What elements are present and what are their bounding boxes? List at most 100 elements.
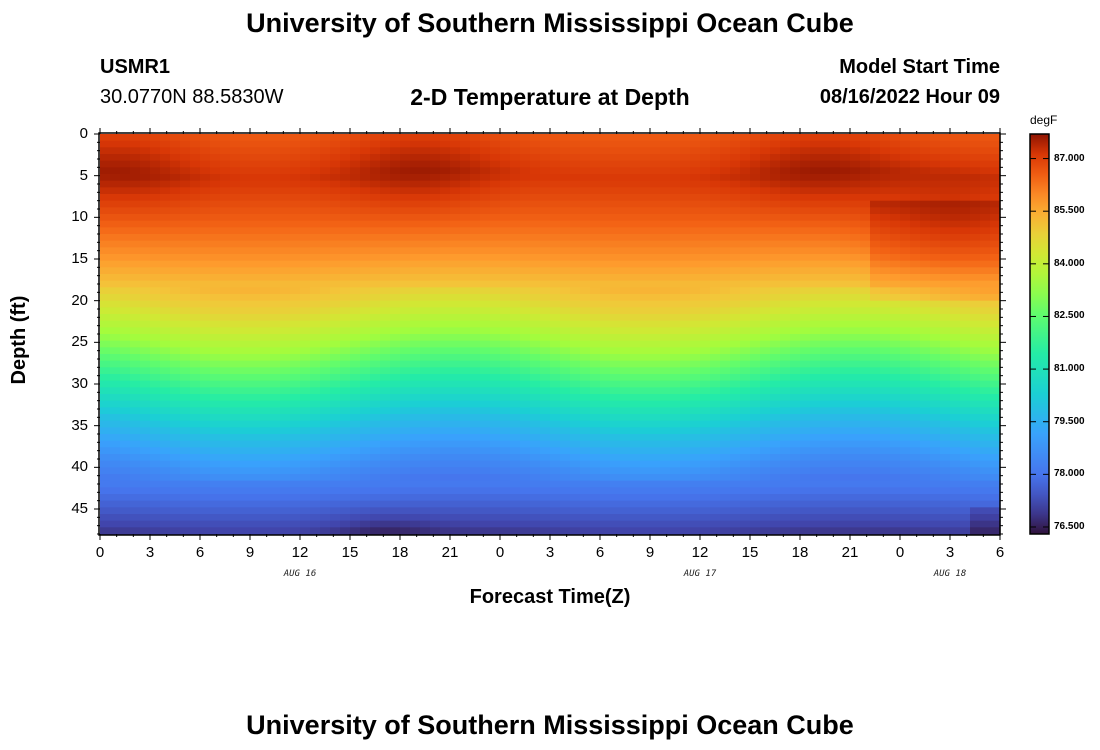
heatmap-cell (780, 267, 791, 275)
heatmap-cell (420, 200, 431, 208)
heatmap-cell (230, 140, 241, 148)
heatmap-cell (630, 134, 641, 142)
heatmap-cell (460, 427, 471, 435)
heatmap-cell (410, 334, 421, 342)
heatmap-cell (850, 394, 861, 402)
heatmap-cell (520, 167, 531, 175)
heatmap-cell (350, 140, 361, 148)
heatmap-cell (440, 527, 451, 535)
heatmap-cell (500, 207, 511, 215)
heatmap-cell (770, 187, 781, 195)
heatmap-cell (490, 480, 501, 488)
heatmap-cell (300, 234, 311, 242)
heatmap-cell (430, 174, 441, 182)
heatmap-cell (700, 520, 711, 528)
heatmap-cell (290, 220, 301, 228)
heatmap-cell (750, 447, 761, 455)
heatmap-cell (770, 507, 781, 515)
heatmap-cell (600, 467, 611, 475)
heatmap-cell (670, 247, 681, 255)
heatmap-cell (770, 300, 781, 308)
heatmap-cell (630, 507, 641, 515)
heatmap-cell (360, 147, 371, 155)
heatmap-cell (740, 300, 751, 308)
heatmap-cell (620, 234, 631, 242)
heatmap-cell (850, 520, 861, 528)
heatmap-cell (120, 360, 131, 368)
heatmap-cell (270, 140, 281, 148)
heatmap-cell (120, 134, 131, 142)
heatmap-cell (110, 240, 121, 248)
heatmap-cell (350, 460, 361, 468)
heatmap-cell (170, 447, 181, 455)
heatmap-cell (340, 360, 351, 368)
heatmap-cell (570, 247, 581, 255)
heatmap-cell (140, 434, 151, 442)
heatmap-cell (180, 514, 191, 522)
heatmap-cell (530, 274, 541, 282)
heatmap-cell (670, 327, 681, 335)
heatmap-cell (700, 454, 711, 462)
heatmap-cell (730, 314, 741, 322)
heatmap-cell (690, 507, 701, 515)
heatmap-cell (460, 234, 471, 242)
heatmap-cell (580, 294, 591, 302)
heatmap-cell (150, 347, 161, 355)
heatmap-cell (140, 520, 151, 528)
heatmap-cell (650, 460, 661, 468)
heatmap-cell (750, 134, 761, 142)
heatmap-cell (350, 200, 361, 208)
heatmap-cell (300, 187, 311, 195)
heatmap-cell (480, 527, 491, 535)
heatmap-cell (350, 407, 361, 415)
heatmap-cell (170, 247, 181, 255)
heatmap-cell (420, 227, 431, 235)
heatmap-cell (850, 260, 861, 268)
heatmap-cell (680, 307, 691, 315)
heatmap-cell (490, 234, 501, 242)
heatmap-cell (720, 340, 731, 348)
heatmap-cell (130, 300, 141, 308)
heatmap-cell (550, 187, 561, 195)
heatmap-cell (890, 254, 901, 262)
heatmap-cell (880, 274, 891, 282)
heatmap-cell (470, 347, 481, 355)
heatmap-cell (790, 207, 801, 215)
heatmap-cell (360, 520, 371, 528)
heatmap-cell (240, 380, 251, 388)
heatmap-cell (640, 327, 651, 335)
heatmap-cell (230, 500, 241, 508)
heatmap-cell (370, 367, 381, 375)
heatmap-cell (200, 494, 211, 502)
heatmap-cell (620, 360, 631, 368)
heatmap-cell (550, 167, 561, 175)
heatmap-cell (660, 307, 671, 315)
heatmap-cell (770, 314, 781, 322)
heatmap-cell (470, 180, 481, 188)
heatmap-cell (580, 160, 591, 168)
heatmap-cell (410, 480, 421, 488)
heatmap-cell (820, 527, 831, 535)
heatmap-cell (470, 154, 481, 162)
heatmap-cell (180, 134, 191, 142)
heatmap-cell (850, 227, 861, 235)
heatmap-cell (640, 500, 651, 508)
heatmap-cell (280, 314, 291, 322)
heatmap-cell (280, 340, 291, 348)
heatmap-cell (610, 527, 621, 535)
heatmap-cell (810, 134, 821, 142)
heatmap-cell (330, 247, 341, 255)
heatmap-cell (590, 520, 601, 528)
heatmap-cell (260, 380, 271, 388)
heatmap-cell (190, 160, 201, 168)
heatmap-cell (630, 234, 641, 242)
heatmap-cell (820, 154, 831, 162)
heatmap-cell (630, 247, 641, 255)
heatmap-cell (340, 334, 351, 342)
heatmap-cell (450, 160, 461, 168)
heatmap-cell (780, 387, 791, 395)
heatmap-cell (540, 474, 551, 482)
heatmap-cell (230, 154, 241, 162)
heatmap-cell (770, 294, 781, 302)
heatmap-cell (870, 400, 881, 408)
